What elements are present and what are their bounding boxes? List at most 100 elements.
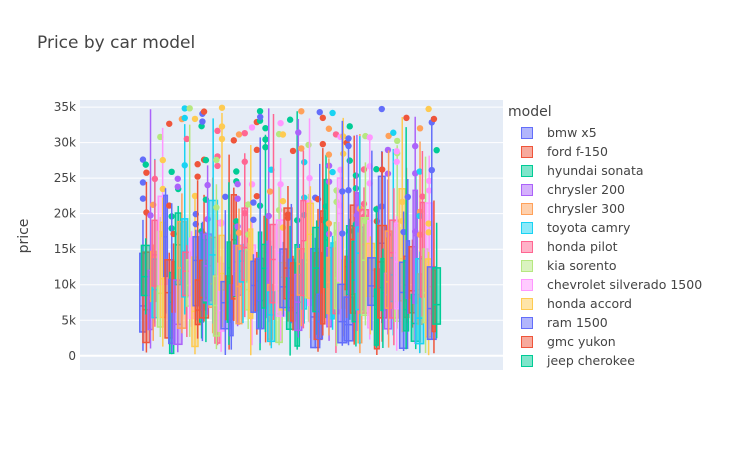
- box-glyph: [265, 108, 272, 323]
- outlier-point: [301, 158, 308, 166]
- legend-label: toyota camry: [547, 220, 631, 235]
- legend-item[interactable]: chrysler 300: [521, 199, 702, 218]
- y-tick-label: 25k: [54, 171, 76, 185]
- outlier-point: [426, 177, 433, 185]
- outlier-point: [378, 166, 386, 173]
- outlier-point: [234, 195, 241, 202]
- outlier-point: [250, 216, 257, 223]
- legend-item[interactable]: gmc yukon: [521, 332, 702, 351]
- legend-swatch: [521, 259, 533, 272]
- legend-item[interactable]: chrysler 200: [521, 180, 702, 199]
- outlier-point: [425, 229, 432, 236]
- outlier-point: [325, 151, 333, 158]
- box-glyph: [432, 146, 442, 339]
- outlier-point: [186, 105, 193, 112]
- legend[interactable]: bmw x5 ford f-150 hyundai sonata chrysler 2…: [521, 123, 702, 370]
- outlier-point: [174, 183, 181, 190]
- outlier-point: [248, 124, 256, 131]
- outlier-point: [262, 124, 269, 132]
- outlier-point: [426, 187, 433, 194]
- outlier-point: [147, 212, 154, 219]
- y-tick-label: 30k: [54, 136, 76, 150]
- outlier-point: [345, 187, 352, 194]
- outlier-point: [399, 217, 406, 225]
- legend-item[interactable]: hyundai sonata: [521, 161, 702, 180]
- outlier-point: [284, 214, 292, 222]
- legend-item[interactable]: ford f-150: [521, 142, 702, 161]
- outlier-point: [139, 179, 147, 186]
- y-tick-label: 5k: [61, 313, 76, 327]
- box-body: [267, 291, 276, 343]
- legend-item[interactable]: kia sorento: [521, 256, 702, 275]
- legend-item[interactable]: ram 1500: [521, 313, 702, 332]
- box-body: [238, 250, 248, 283]
- outlier-point: [151, 175, 159, 183]
- outlier-point: [265, 212, 272, 220]
- outlier-point: [222, 193, 229, 200]
- legend-item[interactable]: jeep cherokee: [521, 351, 702, 370]
- box-glyph: [261, 124, 270, 332]
- outlier-point: [353, 211, 361, 219]
- outlier-point: [279, 197, 287, 205]
- outlier-point: [306, 174, 313, 182]
- outlier-point: [289, 147, 297, 155]
- chart-title: Price by car model: [37, 33, 196, 53]
- outlier-point: [181, 162, 188, 169]
- outlier-point: [250, 199, 257, 206]
- outlier-point: [346, 123, 353, 130]
- legend-item[interactable]: toyota camry: [521, 218, 702, 237]
- outlier-point: [262, 136, 269, 143]
- legend-swatch: [521, 240, 533, 253]
- outlier-point: [168, 168, 175, 176]
- legend-item[interactable]: bmw x5: [521, 123, 702, 142]
- outlier-point: [385, 132, 392, 140]
- legend-item[interactable]: honda accord: [521, 294, 702, 313]
- outlier-point: [384, 146, 392, 154]
- legend-label: kia sorento: [547, 258, 617, 273]
- legend-swatch: [521, 145, 533, 158]
- outlier-point: [191, 192, 199, 200]
- outlier-point: [322, 203, 330, 210]
- outlier-point: [346, 157, 353, 164]
- outlier-point: [400, 228, 407, 236]
- outlier-point: [393, 137, 401, 145]
- outlier-point: [345, 142, 352, 150]
- outlier-point: [352, 185, 360, 192]
- box-body: [241, 207, 249, 281]
- outlier-point: [143, 169, 150, 176]
- legend-swatch: [521, 202, 533, 215]
- legend-label: chrysler 200: [547, 182, 625, 197]
- box-glyph: [269, 113, 278, 320]
- outlier-point: [428, 166, 435, 174]
- legend-item[interactable]: honda pilot: [521, 237, 702, 256]
- outlier-point: [217, 220, 225, 227]
- legend-label: ram 1500: [547, 315, 608, 330]
- y-tick-label: 10k: [54, 278, 76, 292]
- outlier-point: [393, 158, 400, 165]
- outlier-point: [159, 185, 167, 193]
- outlier-point: [233, 218, 240, 225]
- outlier-point: [191, 115, 199, 123]
- legend-item[interactable]: chevrolet silverado 1500: [521, 275, 702, 294]
- legend-label: ford f-150: [547, 144, 608, 159]
- outlier-point: [218, 123, 226, 130]
- outlier-point: [248, 181, 256, 188]
- y-tick-label: 0: [68, 349, 76, 363]
- outlier-point: [404, 193, 412, 201]
- box-glyph: [384, 132, 393, 348]
- outlier-point: [241, 158, 248, 165]
- outlier-point: [390, 129, 397, 136]
- box-glyph: [241, 129, 249, 318]
- box-glyph: [333, 187, 340, 347]
- outlier-point: [277, 181, 284, 188]
- legend-swatch: [521, 335, 533, 348]
- outlier-point: [166, 202, 173, 209]
- legend-label: gmc yukon: [547, 334, 616, 349]
- outlier-point: [174, 175, 181, 182]
- outlier-point: [157, 133, 164, 141]
- outlier-point: [279, 131, 287, 138]
- legend-label: bmw x5: [547, 125, 597, 140]
- outlier-point: [362, 217, 369, 225]
- legend-swatch: [521, 221, 533, 234]
